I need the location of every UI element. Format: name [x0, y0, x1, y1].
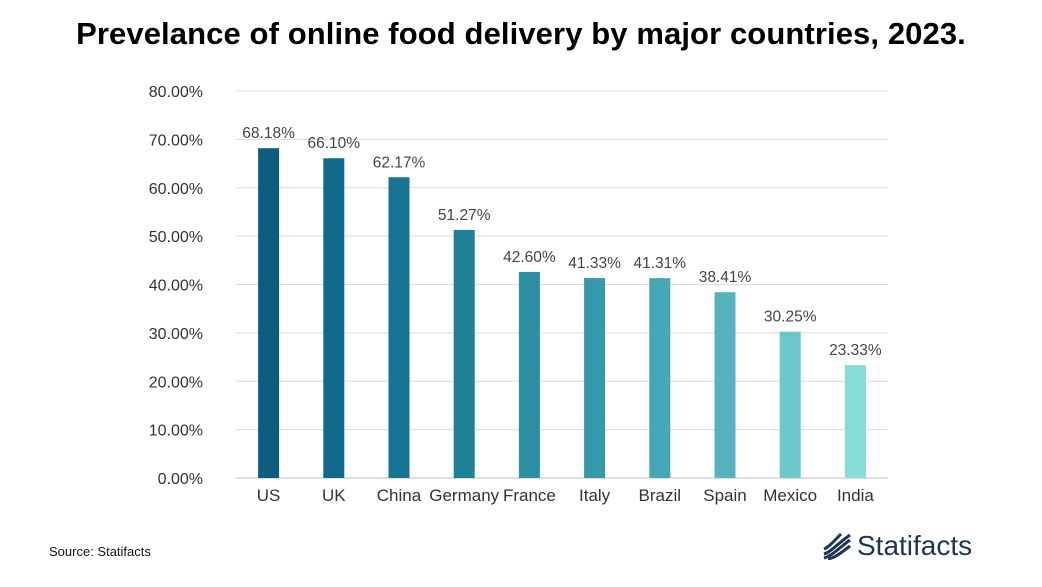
- y-tick-label: 50.00%: [149, 229, 203, 246]
- data-label-italy: 41.33%: [568, 255, 621, 272]
- bar-brazil: [649, 278, 671, 478]
- data-label-france: 42.60%: [503, 249, 556, 266]
- x-axis-ticks: US UK China Germany France Italy Brazil Spain Me…: [257, 486, 875, 505]
- y-tick-label: 60.00%: [149, 181, 203, 198]
- x-tick-label-china: China: [377, 486, 422, 505]
- bars: [258, 148, 866, 478]
- x-tick-label-italy: Italy: [579, 486, 611, 505]
- y-tick-label: 70.00%: [149, 132, 203, 149]
- data-label-china: 62.17%: [373, 154, 426, 171]
- statifacts-logo-icon: [823, 532, 851, 560]
- bar-uk: [323, 158, 345, 478]
- data-labels: 68.18% 66.10% 62.17% 51.27% 42.60% 41.33% 41.3…: [242, 125, 882, 359]
- x-tick-label-mexico: Mexico: [763, 486, 817, 505]
- bar-germany: [453, 229, 475, 478]
- bar-us: [258, 148, 280, 478]
- y-tick-label: 0.00%: [158, 471, 203, 488]
- bar-italy: [584, 278, 606, 478]
- x-tick-label-brazil: Brazil: [639, 486, 682, 505]
- y-tick-label: 80.00%: [149, 84, 203, 101]
- data-label-germany: 51.27%: [438, 207, 491, 224]
- x-tick-label-india: India: [837, 486, 874, 505]
- source-note: Source: Statifacts: [49, 544, 151, 559]
- data-label-spain: 38.41%: [699, 269, 752, 286]
- data-label-mexico: 30.25%: [764, 309, 817, 326]
- x-tick-label-us: US: [257, 486, 281, 505]
- data-label-india: 23.33%: [829, 342, 882, 359]
- y-axis-ticks: 0.00% 10.00% 20.00% 30.00% 40.00% 50.00% 60.00…: [149, 84, 203, 488]
- data-label-brazil: 41.31%: [634, 255, 687, 272]
- bar-china: [388, 177, 410, 478]
- y-tick-label: 40.00%: [149, 278, 203, 295]
- grid-lines: [236, 90, 888, 479]
- y-tick-label: 30.00%: [149, 326, 203, 343]
- y-tick-label: 20.00%: [149, 374, 203, 391]
- data-label-uk: 66.10%: [308, 135, 361, 152]
- bar-spain: [714, 292, 736, 478]
- x-tick-label-spain: Spain: [703, 486, 746, 505]
- x-tick-label-uk: UK: [322, 486, 346, 505]
- bar-mexico: [779, 331, 801, 478]
- bar-france: [518, 271, 540, 478]
- bar-india: [844, 365, 866, 478]
- data-label-us: 68.18%: [242, 125, 295, 142]
- y-tick-label: 10.00%: [149, 423, 203, 440]
- x-tick-label-france: France: [503, 486, 556, 505]
- x-tick-label-germany: Germany: [429, 486, 499, 505]
- statifacts-logo: Statifacts: [823, 530, 972, 562]
- chart-title: Prevelance of online food delivery by ma…: [76, 16, 966, 51]
- brand-name: Statifacts: [857, 530, 973, 561]
